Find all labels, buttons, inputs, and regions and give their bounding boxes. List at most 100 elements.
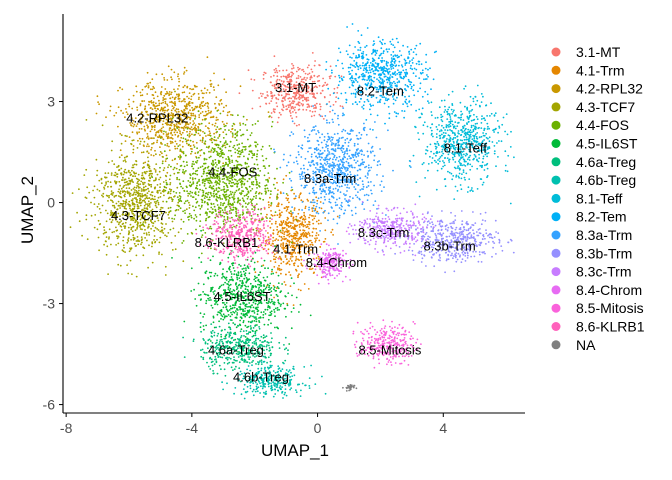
point	[214, 208, 217, 211]
point	[309, 239, 312, 242]
point	[205, 299, 208, 302]
point	[266, 366, 269, 369]
point	[266, 283, 269, 286]
point	[274, 326, 276, 329]
point	[115, 182, 117, 185]
point	[157, 130, 160, 132]
point	[196, 129, 198, 132]
point	[178, 100, 181, 103]
point	[264, 386, 266, 388]
point	[234, 323, 236, 326]
point	[190, 95, 193, 98]
point	[442, 160, 444, 162]
point	[235, 207, 238, 210]
point	[292, 85, 295, 88]
point	[164, 102, 167, 105]
point	[216, 339, 218, 342]
point	[208, 182, 211, 185]
point	[204, 114, 207, 117]
point	[270, 147, 272, 150]
point	[271, 223, 273, 225]
point	[273, 301, 275, 303]
point	[205, 324, 208, 327]
point	[509, 202, 512, 205]
point	[165, 223, 167, 225]
point	[134, 193, 137, 196]
point	[253, 316, 256, 319]
point	[243, 335, 245, 337]
point	[115, 112, 118, 114]
point	[203, 328, 205, 331]
point	[272, 232, 274, 235]
point	[214, 122, 217, 125]
point	[451, 156, 454, 159]
point	[257, 278, 260, 281]
point	[321, 89, 324, 92]
point	[172, 114, 175, 117]
point	[162, 169, 165, 172]
point	[130, 124, 133, 127]
point	[273, 214, 276, 217]
series-4.2-RPL32	[95, 56, 270, 174]
point	[284, 99, 286, 101]
point	[303, 283, 306, 285]
point	[186, 142, 188, 145]
point	[249, 387, 252, 390]
point	[316, 199, 319, 202]
point	[184, 200, 187, 203]
point	[222, 220, 225, 223]
point	[299, 229, 302, 232]
point	[260, 282, 262, 284]
point	[281, 99, 283, 102]
point	[236, 285, 238, 288]
point	[268, 204, 270, 206]
point	[283, 246, 285, 249]
point	[168, 129, 171, 131]
point	[152, 142, 155, 145]
point	[253, 278, 256, 281]
point	[161, 253, 163, 256]
point	[175, 143, 178, 145]
point	[193, 217, 196, 220]
point	[146, 205, 149, 207]
point	[258, 197, 261, 200]
point	[285, 92, 288, 95]
point	[304, 221, 307, 223]
point	[258, 192, 260, 195]
point	[108, 194, 110, 197]
point	[148, 101, 151, 103]
point	[149, 81, 152, 84]
point	[190, 98, 193, 101]
point	[238, 277, 241, 279]
point	[141, 94, 144, 97]
point	[224, 281, 227, 284]
point	[191, 165, 194, 168]
point	[182, 137, 185, 140]
point	[289, 285, 292, 287]
point	[110, 190, 113, 193]
point	[158, 251, 161, 254]
point	[318, 239, 321, 242]
point	[318, 84, 321, 87]
point	[99, 223, 102, 225]
point	[146, 119, 149, 122]
point	[243, 361, 246, 363]
point	[306, 91, 309, 94]
point	[300, 91, 302, 94]
point	[308, 72, 311, 75]
point	[228, 149, 230, 152]
point	[204, 178, 207, 181]
point	[227, 256, 230, 259]
point	[176, 93, 178, 96]
point	[227, 199, 230, 202]
point	[300, 244, 303, 246]
point	[182, 86, 185, 89]
point	[270, 204, 272, 207]
point	[191, 133, 193, 136]
point	[285, 105, 288, 108]
point	[422, 124, 425, 127]
point	[315, 102, 318, 105]
point	[136, 131, 138, 134]
point	[264, 355, 266, 358]
point	[117, 190, 120, 193]
